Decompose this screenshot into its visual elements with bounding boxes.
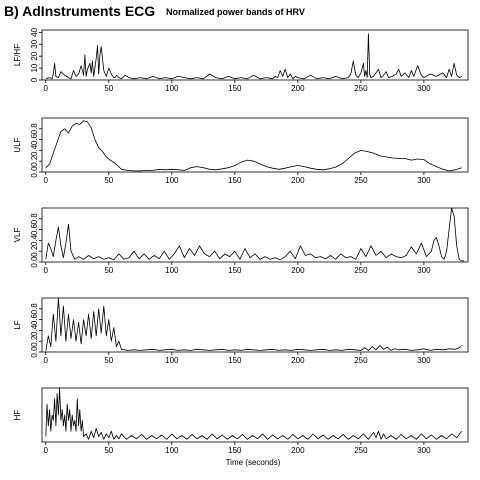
- x-tick-label: 200: [291, 266, 305, 275]
- y-tick-label: 0.6: [30, 313, 39, 325]
- y-tick-label: 0.6: [30, 133, 39, 145]
- y-tick-label: 0.4: [30, 324, 39, 336]
- y-tick-label: 20: [30, 51, 39, 60]
- x-tick-label: 300: [417, 356, 431, 365]
- x-tick-label: 250: [354, 84, 368, 93]
- y-axis-title: LF/HF: [13, 44, 22, 66]
- y-tick-label: 0.8: [30, 123, 39, 135]
- x-tick-label: 100: [165, 84, 179, 93]
- plot-frame: [41, 207, 469, 263]
- x-tick-label: 300: [417, 84, 431, 93]
- x-tick-label: 100: [165, 356, 179, 365]
- series-line: [45, 33, 462, 80]
- y-tick-label: 0.0: [30, 166, 39, 178]
- x-tick-label: 50: [104, 266, 113, 275]
- series-line: [45, 207, 465, 262]
- series-line: [45, 120, 462, 172]
- x-tick-label: 50: [104, 176, 113, 185]
- x-axis-title: Time (seconds): [226, 458, 281, 467]
- panel-vlf: 0 50 100 150 200 250 300 0.00.20.40.60.8 VLF: [13, 207, 469, 275]
- y-tick-label: 0.4: [30, 234, 39, 246]
- x-tick-label: 50: [104, 356, 113, 365]
- x-tick-label: 0: [44, 446, 49, 455]
- y-tick-label: 0.2: [30, 155, 39, 167]
- x-tick-label: 200: [291, 446, 305, 455]
- figure-title: B) AdInstruments ECG: [4, 3, 155, 19]
- x-tick-label: 150: [228, 356, 242, 365]
- y-tick-label: 0.2: [30, 245, 39, 257]
- panel-lfhf: 0 50 100 150 200 250 300 0 10 20 30 40 LF/HF: [13, 27, 469, 93]
- x-tick-label: 250: [354, 266, 368, 275]
- y-tick-label: 0.2: [30, 335, 39, 347]
- x-tick-label: 100: [165, 176, 179, 185]
- y-tick-label: 0.8: [30, 213, 39, 225]
- y-axis-title: ULF: [13, 137, 22, 152]
- y-axis-title: LF: [13, 320, 22, 329]
- y-axis-title: VLF: [13, 228, 22, 243]
- x-tick-label: 200: [291, 84, 305, 93]
- panel-hf: 0 50 100 150 200 250 300 HF: [13, 387, 469, 455]
- panel-ulf: 0 50 100 150 200 250 300 0.00.20.40.60.8 ULF: [13, 117, 469, 185]
- y-tick-label: 40: [30, 27, 39, 36]
- figure-subtitle: Normalized power bands of HRV: [166, 7, 305, 17]
- x-tick-label: 100: [165, 446, 179, 455]
- x-tick-label: 300: [417, 176, 431, 185]
- y-tick-label: 10: [30, 63, 39, 72]
- x-tick-label: 150: [228, 176, 242, 185]
- y-tick-label: 0.0: [30, 346, 39, 358]
- y-tick-label: 0.4: [30, 144, 39, 156]
- plot-frame: [41, 117, 469, 173]
- panels: 0 50 100 150 200 250 300 0 10 20 30 40 LF/HF 0 50 100 15…: [13, 27, 469, 455]
- y-axis-title: HF: [13, 410, 22, 421]
- y-tick-label: 0.6: [30, 223, 39, 235]
- x-tick-label: 150: [228, 266, 242, 275]
- x-tick-label: 300: [417, 446, 431, 455]
- y-tick-label: 30: [30, 39, 39, 48]
- x-tick-label: 200: [291, 356, 305, 365]
- x-tick-label: 50: [104, 446, 113, 455]
- x-tick-label: 0: [44, 356, 49, 365]
- y-tick-label: 0.8: [30, 303, 39, 315]
- plot-frame: [41, 29, 469, 81]
- plot-frame: [41, 297, 469, 353]
- x-tick-label: 200: [291, 176, 305, 185]
- series-line: [45, 387, 463, 440]
- plot-frame: [41, 387, 469, 443]
- x-tick-label: 100: [165, 266, 179, 275]
- x-tick-label: 0: [44, 266, 49, 275]
- x-tick-label: 250: [354, 176, 368, 185]
- x-tick-label: 50: [104, 84, 113, 93]
- x-tick-label: 250: [354, 446, 368, 455]
- x-tick-label: 0: [44, 176, 49, 185]
- x-tick-label: 150: [228, 446, 242, 455]
- y-tick-label: 0.0: [30, 256, 39, 268]
- series-line: [45, 297, 462, 351]
- x-tick-label: 250: [354, 356, 368, 365]
- y-tick-label: 0: [30, 77, 39, 82]
- x-tick-label: 0: [44, 84, 49, 93]
- panel-lf: 0 50 100 150 200 250 300 0.00.20.40.60.8 LF: [13, 297, 469, 365]
- x-tick-label: 150: [228, 84, 242, 93]
- x-tick-label: 300: [417, 266, 431, 275]
